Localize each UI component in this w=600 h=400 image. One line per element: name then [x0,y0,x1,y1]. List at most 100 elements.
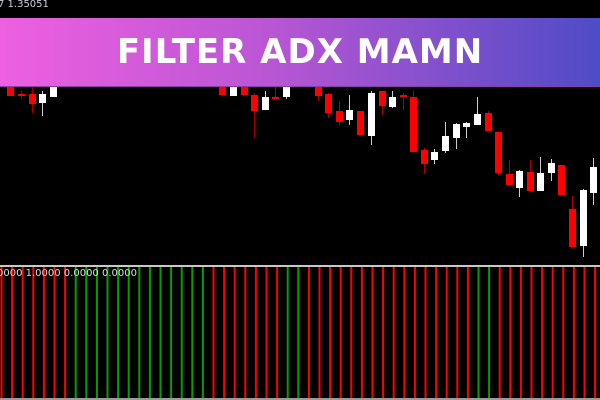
candle-body [357,111,364,135]
candle-body [251,95,258,111]
bear-candle [485,111,492,131]
candle-body [29,94,36,104]
histogram-bar-down [456,267,459,398]
histogram-bar-up [286,267,289,398]
histogram-bar-down [403,267,406,398]
histogram-bar-down [0,267,3,398]
candle-body [262,97,269,110]
candle-body [336,111,343,122]
candle-body [230,87,237,96]
candle-body [219,87,226,95]
histogram-bar-down [64,267,67,398]
histogram-bar-down [509,267,512,398]
candle-body [379,91,386,106]
bull-candle [39,91,46,116]
candle-wick [477,97,478,125]
histogram-bar-down [329,267,332,398]
candle-body [325,94,332,113]
candle-body [590,167,597,193]
histogram-bar-up [85,267,88,398]
histogram-bar-down [254,267,257,398]
candle-body [18,94,25,96]
bear-candle [241,87,248,95]
histogram-bar-down [244,267,247,398]
bear-candle [357,111,364,135]
candle-body [421,150,428,164]
histogram-bar-up [74,267,77,398]
histogram-bar-down [551,267,554,398]
candle-wick [466,122,467,138]
histogram-bar-up [191,267,194,398]
bull-candle [590,158,597,205]
histogram-bar-up [138,267,141,398]
histogram-bar-down [21,267,24,398]
bull-candle [346,95,353,125]
bear-candle [18,91,25,99]
candle-body [558,165,565,195]
histogram-bar-down [360,267,363,398]
histogram-bar-down [11,267,14,398]
histogram-bar-down [42,267,45,398]
histogram-bar-down [371,267,374,398]
bear-candle [29,87,36,113]
histogram-bar-up [95,267,98,398]
candle-body [537,173,544,191]
histogram-bar-up [488,267,491,398]
bull-candle [230,87,237,96]
bear-candle [410,91,417,152]
candle-body [442,136,449,151]
histogram-bar-down [466,267,469,398]
title-banner: FILTER ADX MAMN [0,18,600,87]
candle-body [463,123,470,127]
bear-candle [336,101,343,125]
bear-candle [495,132,502,175]
histogram-bar-up [477,267,480,398]
bull-candle [516,170,523,197]
candle-body [283,87,290,97]
bear-candle [400,93,407,110]
bull-candle [368,91,375,145]
histogram-bar-up [117,267,120,398]
histogram-bar-up [106,267,109,398]
candle-body [516,171,523,188]
candle-body [485,113,492,131]
histogram-bar-down [424,267,427,398]
bear-candle [251,93,258,138]
candle-body [400,95,407,97]
bull-candle [548,159,555,181]
price-readout: 7 1.35051 [0,0,49,10]
candle-body [580,190,587,246]
bull-candle [463,122,470,138]
histogram-bar-up [180,267,183,398]
bull-candle [431,149,438,164]
histogram-bar-down [445,267,448,398]
histogram-bar-down [413,267,416,398]
candle-body [474,114,481,125]
bottom-border [0,398,600,400]
bear-candle [558,165,565,195]
candle-body [506,174,513,185]
histogram-bar-down [223,267,226,398]
bear-candle [506,160,513,185]
histogram-bar-down [392,267,395,398]
subwindow-separator[interactable] [0,265,600,267]
histogram-bar-up [127,267,130,398]
candle-body [39,94,46,103]
candlestick-chart [7,87,597,257]
bull-candle [580,189,587,257]
candle-body [315,87,322,96]
histogram-bar-up [148,267,151,398]
candle-body [495,132,502,173]
candle-body [50,87,57,97]
bear-candle [527,160,534,191]
histogram-bar-down [498,267,501,398]
histogram-bar-down [276,267,279,398]
histogram-bar-down [318,267,321,398]
bull-candle [537,157,544,191]
indicator-values: 0000 1.0000 0.0000 0.0000 [0,268,137,279]
histogram-bar-down [541,267,544,398]
candle-wick [275,87,276,99]
candle-body [241,87,248,95]
bear-candle [219,87,226,95]
histogram-bar-down [583,267,586,398]
